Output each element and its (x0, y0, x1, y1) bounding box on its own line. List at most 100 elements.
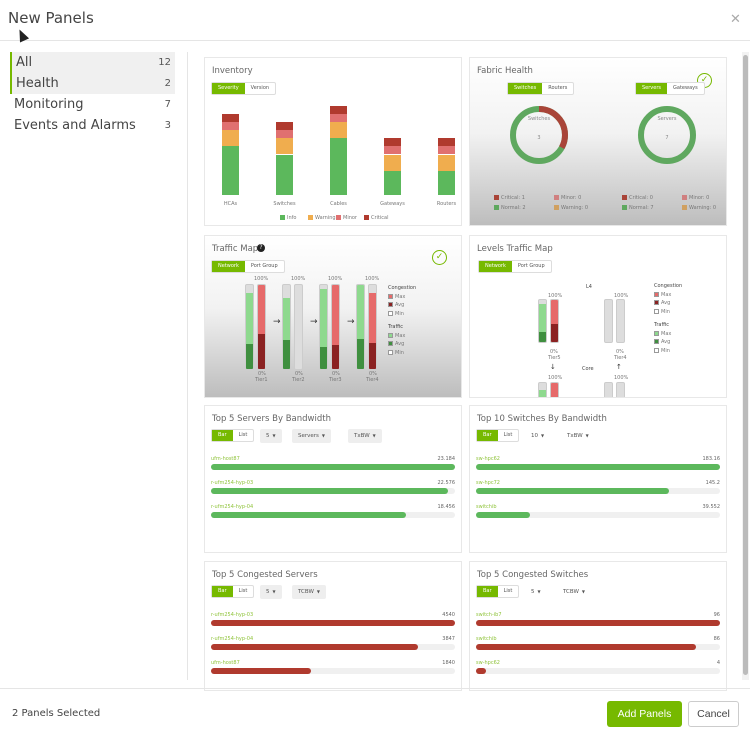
bar-row[interactable]: r-ufm254-hyp-03 22.576 (211, 480, 455, 500)
tab-list[interactable]: List (238, 588, 248, 594)
bar-row[interactable]: r-ufm254-hyp-04 18.456 (211, 504, 455, 524)
bar-row[interactable]: sw-hpc62 183.16 (476, 456, 720, 476)
dropdown[interactable]: TCBW ▼ (292, 585, 326, 599)
tab-severity[interactable]: Severity (212, 83, 245, 94)
tab-servers[interactable]: Servers (636, 83, 668, 94)
bar-row[interactable]: sw-hpc62 4 (476, 660, 720, 680)
tier-traffic-bar (282, 284, 291, 370)
bar-row[interactable]: r-ufm254-hyp-04 3847 (211, 636, 455, 656)
dialog-title: New Panels (8, 9, 94, 27)
tab-switches[interactable]: Switches (508, 83, 543, 94)
legend-label: Max (661, 291, 672, 298)
scrollbar-thumb[interactable] (743, 55, 748, 675)
fabric-health-panel[interactable]: Fabric Health ✓ Switches Routers Switches 3 Cr… (469, 57, 727, 226)
tab-bar[interactable]: Bar (477, 430, 498, 441)
congested-servers-panel[interactable]: Top 5 Congested Servers Bar List 5 ▼ TCBW ▼ r-u… (204, 561, 462, 691)
caret-down-icon: ▼ (581, 589, 585, 594)
top-servers-panel[interactable]: Top 5 Servers By Bandwidth Bar List 5 ▼ Serve… (204, 405, 462, 553)
legend-swatch (280, 215, 285, 220)
traffic-max-fill (246, 293, 253, 369)
top-percent: 100% (614, 375, 629, 381)
row-name[interactable]: sw-hpc62 (476, 456, 500, 462)
bar-row[interactable]: switch-ib7 96 (476, 612, 720, 632)
bar-row[interactable]: ufm-host87 1840 (211, 660, 455, 680)
traffic-map-panel-title: Traffic Map (212, 244, 259, 254)
cancel-button[interactable]: Cancel (688, 701, 739, 727)
bar-row[interactable]: r-ufm254-hyp-03 4540 (211, 612, 455, 632)
inventory-panel[interactable]: Inventory Severity Version HCAs Switches Cabl… (204, 57, 462, 226)
bar-track (476, 620, 720, 626)
tab-bar[interactable]: Bar (477, 586, 498, 597)
bar-routers-info (438, 170, 455, 195)
row-name[interactable]: sw-hpc72 (476, 480, 500, 486)
legend-swatch (682, 195, 687, 200)
row-name[interactable]: r-ufm254-hyp-03 (211, 480, 254, 486)
close-icon[interactable]: ✕ (730, 12, 741, 27)
tab-port-group[interactable]: Port Group (517, 263, 545, 269)
help-icon[interactable]: ? (257, 244, 265, 252)
congestion-max-fill (258, 285, 265, 369)
dropdown[interactable]: 5 ▼ (260, 429, 282, 443)
donut-total: 3 (537, 135, 541, 141)
bar-row[interactable]: switchib 86 (476, 636, 720, 656)
tab-list[interactable]: List (503, 432, 513, 438)
legend-label: Avg (395, 302, 405, 308)
row-name[interactable]: switch-ib7 (476, 612, 502, 618)
row-name[interactable]: r-ufm254-hyp-03 (211, 612, 254, 618)
row-name[interactable]: switchib (476, 504, 497, 510)
bar-fill (476, 644, 696, 650)
row-name[interactable]: r-ufm254-hyp-04 (211, 636, 254, 642)
sidebar-item-count: 2 (164, 78, 171, 89)
donut-normal-arc (638, 106, 696, 164)
tab-network[interactable]: Network (212, 261, 245, 272)
tab-list[interactable]: List (503, 588, 513, 594)
dropdown[interactable]: TxBW ▼ (348, 429, 382, 443)
bar-row[interactable]: ufm-host87 23.184 (211, 456, 455, 476)
sidebar-item[interactable]: Monitoring 7 (10, 94, 175, 115)
legend-swatch (654, 339, 659, 344)
tab-bar[interactable]: Bar (212, 430, 233, 441)
bar-row[interactable]: sw-hpc72 145.2 (476, 480, 720, 500)
map-legend-item: Max (654, 291, 672, 298)
bar-hcas-warning (222, 130, 239, 147)
row-value: 39.552 (702, 504, 721, 510)
arrow-right-icon: → (310, 317, 318, 327)
legend-label: Max (395, 332, 406, 339)
tab-list[interactable]: List (238, 432, 248, 438)
bar-fill (211, 512, 407, 518)
bar-row[interactable]: switchib 39.552 (476, 504, 720, 524)
tab-version[interactable]: Version (250, 85, 270, 91)
row-name[interactable]: r-ufm254-hyp-04 (211, 504, 254, 510)
tab-routers[interactable]: Routers (548, 85, 568, 91)
row-name[interactable]: sw-hpc62 (476, 660, 500, 666)
tab-bar[interactable]: Bar (212, 586, 233, 597)
tab-network[interactable]: Network (479, 261, 512, 272)
dropdown[interactable]: 10 ▼ (525, 429, 550, 443)
sidebar-item[interactable]: All 12 (10, 52, 175, 73)
dropdown[interactable]: TCBW ▼ (557, 585, 591, 599)
top-switches-panel[interactable]: Top 10 Switches By Bandwidth Bar List 10 ▼ Tx… (469, 405, 727, 553)
dropdown[interactable]: TxBW ▼ (561, 429, 595, 443)
add-panels-button[interactable]: Add Panels (607, 701, 682, 727)
congested-switches-panel[interactable]: Top 5 Congested Switches Bar List 5 ▼ TCBW ▼ sw… (469, 561, 727, 691)
congested-servers-panel-title: Top 5 Congested Servers (212, 570, 318, 580)
bar-fill (476, 620, 720, 626)
sidebar-item[interactable]: Events and Alarms 3 (10, 115, 175, 136)
tier-congestion-bar (257, 284, 266, 370)
dropdown[interactable]: 5 ▼ (260, 585, 282, 599)
traffic-map-panel[interactable]: Traffic Map? ✓ Network Port Group 100% 0% Tier… (204, 235, 462, 398)
tab-gateways[interactable]: Gateways (673, 85, 698, 91)
dropdown-value: TxBW (567, 433, 583, 439)
row-name[interactable]: switchib (476, 636, 497, 642)
legend-swatch (554, 195, 559, 200)
tab-port-group[interactable]: Port Group (250, 263, 278, 269)
selected-count: 2 Panels Selected (12, 708, 101, 719)
tier-congestion-bar (368, 284, 377, 370)
levels-traffic-map-panel[interactable]: Levels Traffic Map Network Port Group L4 Cor… (469, 235, 727, 398)
dropdown[interactable]: Servers ▼ (292, 429, 331, 443)
dropdown[interactable]: 5 ▼ (525, 585, 547, 599)
legend-label: Traffic (388, 324, 404, 330)
sidebar-item[interactable]: Health 2 (10, 73, 175, 94)
row-name[interactable]: ufm-host87 (211, 456, 240, 462)
row-name[interactable]: ufm-host87 (211, 660, 240, 666)
